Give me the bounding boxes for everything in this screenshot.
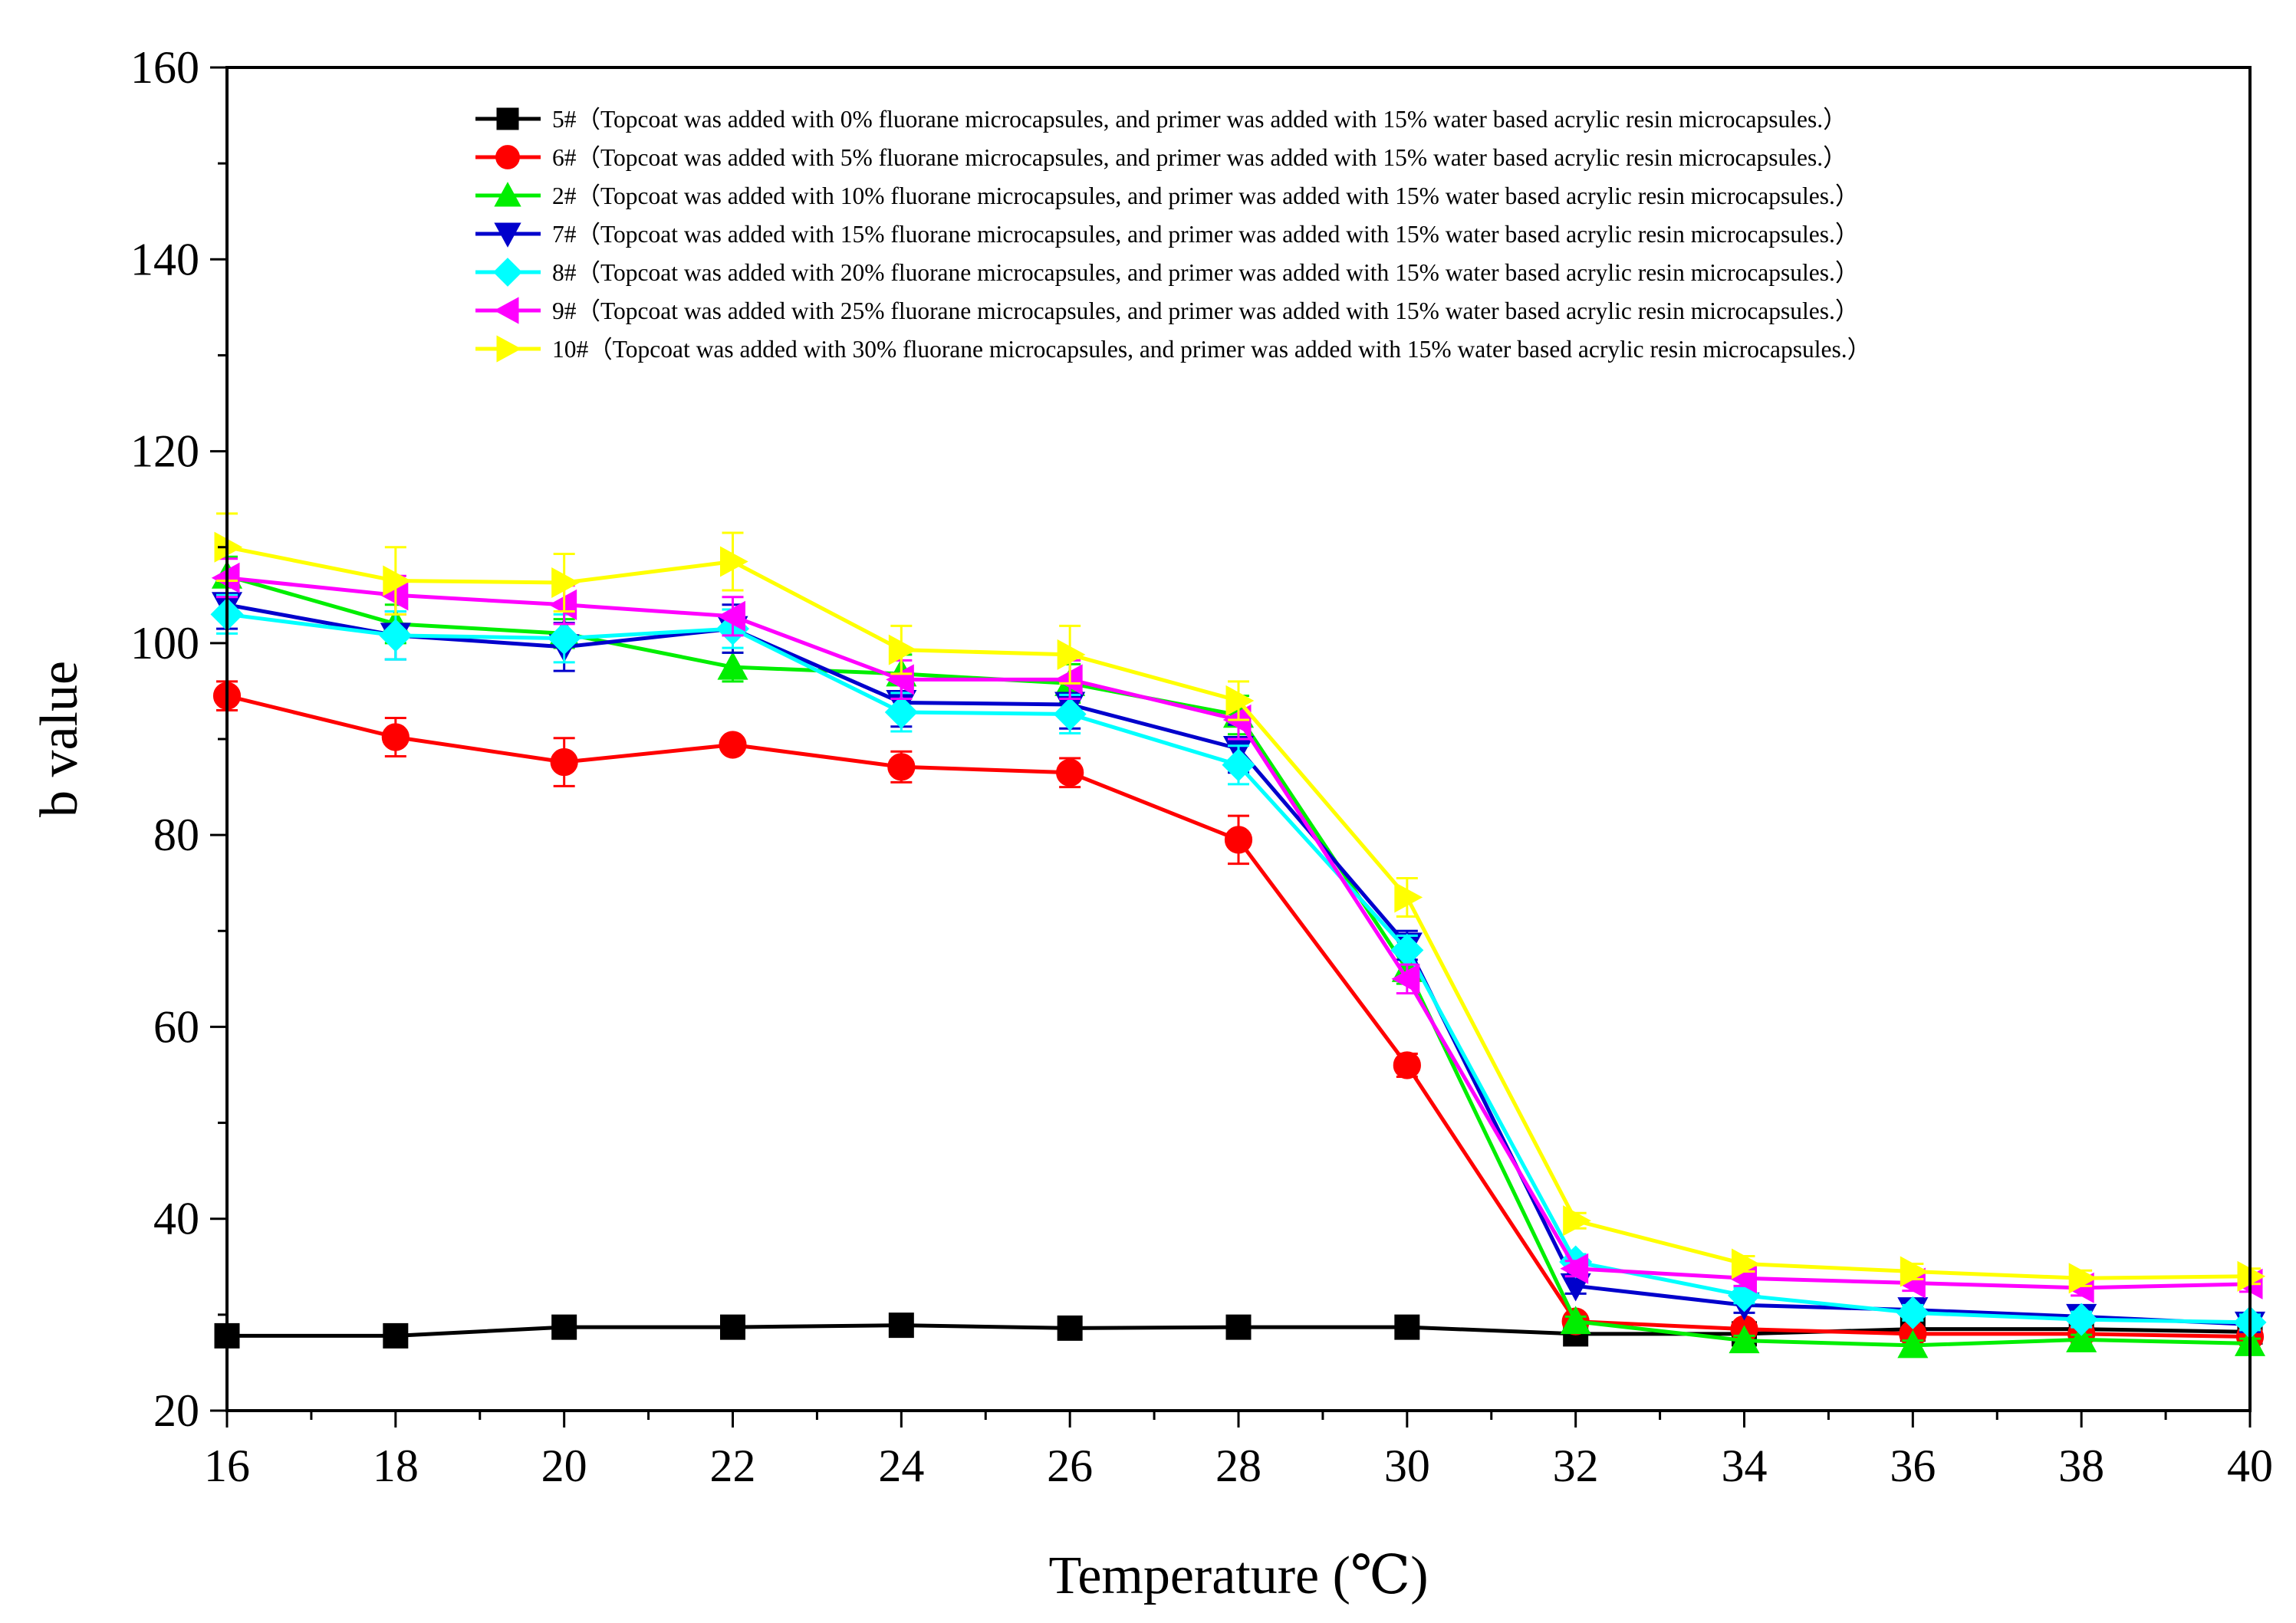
x-tick-label: 28 <box>1215 1441 1261 1491</box>
y-tick-label: 60 <box>153 1001 199 1052</box>
x-axis-title: Temperature (℃) <box>1048 1546 1428 1605</box>
legend-label: 6#（Topcoat was added with 5% fluorane mi… <box>552 144 1847 171</box>
x-tick-label: 24 <box>878 1441 924 1491</box>
y-tick-label: 120 <box>130 426 199 477</box>
x-tick-label: 22 <box>710 1441 756 1491</box>
data-point <box>1394 882 1423 913</box>
legend-item: 2#（Topcoat was added with 10% fluorane m… <box>475 182 1859 209</box>
legend-marker <box>493 258 522 287</box>
plot-area: 16 18 20 22 24 26 28 30 32 34 36 38 40 20 40 60 80 100 120… <box>130 42 2273 1491</box>
y-tick-label: 100 <box>130 618 199 669</box>
data-point <box>888 1313 914 1339</box>
x-tick-label: 36 <box>1890 1441 1936 1491</box>
data-point <box>1057 1315 1083 1341</box>
legend-label: 7#（Topcoat was added with 15% fluorane m… <box>552 221 1859 248</box>
legend-marker <box>495 145 520 169</box>
data-point <box>884 695 918 729</box>
data-point <box>383 565 412 596</box>
data-point <box>551 1314 577 1340</box>
y-tick-label: 20 <box>153 1385 199 1436</box>
x-tick-label: 40 <box>2227 1441 2273 1491</box>
x-tick-label: 30 <box>1384 1441 1430 1491</box>
legend: 5#（Topcoat was added with 0% fluorane mi… <box>475 106 1871 363</box>
legend-item: 8#（Topcoat was added with 20% fluorane m… <box>475 258 1859 287</box>
data-point <box>719 731 747 759</box>
x-tick-label: 34 <box>1722 1441 1768 1491</box>
data-point <box>717 651 748 680</box>
legend-item: 7#（Topcoat was added with 15% fluorane m… <box>475 221 1859 248</box>
legend-marker <box>494 297 519 324</box>
legend-marker <box>496 335 521 363</box>
series-7 <box>214 512 2266 1294</box>
data-point <box>2066 1324 2097 1352</box>
x-tick-label: 32 <box>1553 1441 1599 1491</box>
data-point <box>381 723 410 751</box>
legend-label: 10#（Topcoat was added with 30% fluorane … <box>552 336 1871 363</box>
x-tick-label: 38 <box>2058 1441 2104 1491</box>
legend-marker <box>496 107 519 130</box>
data-point <box>1729 1325 1760 1354</box>
legend-marker <box>494 222 521 248</box>
data-point <box>886 664 914 695</box>
data-point <box>2068 1263 2097 1294</box>
legend-label: 9#（Topcoat was added with 25% fluorane m… <box>552 297 1859 324</box>
data-point <box>1225 685 1255 716</box>
x-tick-label: 26 <box>1047 1441 1093 1491</box>
data-point <box>720 1314 745 1340</box>
data-point <box>1225 1314 1252 1340</box>
ticks-layer: 16 18 20 22 24 26 28 30 32 34 36 38 40 20 40 60 80 100 120… <box>130 42 2273 1491</box>
data-point <box>1056 758 1084 787</box>
data-point <box>1897 1329 1929 1359</box>
y-tick-label: 160 <box>130 42 199 93</box>
legend-label: 5#（Topcoat was added with 0% fluorane mi… <box>552 106 1847 133</box>
y-tick-label: 40 <box>153 1194 199 1244</box>
legend-label: 8#（Topcoat was added with 20% fluorane m… <box>552 259 1859 286</box>
data-point <box>1391 963 1420 994</box>
data-point <box>379 619 413 652</box>
legend-item: 6#（Topcoat was added with 5% fluorane mi… <box>475 144 1847 171</box>
data-point <box>2064 1303 2098 1336</box>
data-point <box>1563 1205 1591 1237</box>
data-point <box>720 546 748 577</box>
x-tick-label: 16 <box>204 1441 250 1491</box>
data-point <box>1732 1248 1760 1280</box>
data-point <box>1896 1296 1929 1329</box>
data-point <box>1053 697 1087 731</box>
x-tick-label: 20 <box>541 1441 587 1491</box>
y-axis-title: b value <box>30 661 89 817</box>
data-point <box>1900 1256 1929 1287</box>
data-point <box>550 747 578 777</box>
data-point <box>1560 1306 1591 1335</box>
data-point <box>887 753 916 781</box>
data-point <box>548 622 581 655</box>
legend-item: 9#（Topcoat was added with 25% fluorane m… <box>475 297 1859 324</box>
data-point <box>1222 748 1255 782</box>
data-point <box>717 600 745 632</box>
data-point <box>1394 1314 1420 1340</box>
legend-label: 2#（Topcoat was added with 10% fluorane m… <box>552 182 1859 209</box>
legend-item: 10#（Topcoat was added with 30% fluorane … <box>475 335 1871 363</box>
x-tick-label: 18 <box>373 1441 419 1491</box>
data-point <box>1393 1051 1421 1079</box>
data-point <box>383 1322 409 1349</box>
data-point <box>1224 826 1253 854</box>
y-tick-label: 80 <box>153 810 199 860</box>
data-point <box>888 634 917 665</box>
y-tick-label: 140 <box>130 234 199 284</box>
data-point <box>1560 1253 1589 1284</box>
data-point <box>1057 639 1086 670</box>
legend-item: 5#（Topcoat was added with 0% fluorane mi… <box>475 106 1847 133</box>
data-point <box>1054 664 1083 695</box>
legend-marker <box>494 182 521 207</box>
data-point <box>551 567 580 599</box>
